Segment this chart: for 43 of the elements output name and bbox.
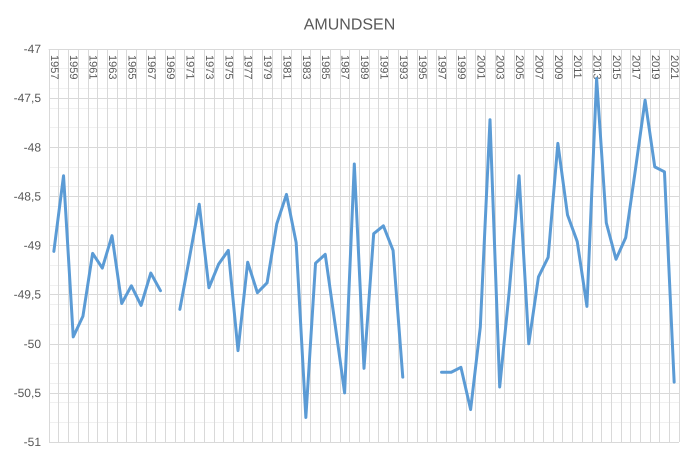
- x-tick-label: 1971: [184, 55, 196, 80]
- y-tick-label: -50,5: [14, 386, 42, 400]
- x-tick-label: 1961: [86, 55, 99, 80]
- x-tick-label: 1989: [358, 55, 370, 80]
- x-tick-label: 2001: [474, 55, 486, 80]
- x-tick-label: 1979: [261, 55, 274, 80]
- x-tick-label: 2011: [571, 55, 584, 79]
- x-tick-label: 1993: [396, 55, 409, 80]
- x-tick-label: 1983: [300, 55, 312, 80]
- x-tick-label: 1981: [280, 55, 292, 80]
- x-tick-label: 1991: [377, 55, 390, 80]
- x-tick-label: 2003: [494, 55, 506, 80]
- y-tick-label: -49: [24, 238, 42, 252]
- y-tick-label: -49,5: [14, 288, 42, 302]
- x-tick-label: 1975: [222, 55, 234, 80]
- y-tick-label: -47: [24, 42, 42, 56]
- x-tick-label: 1967: [144, 55, 157, 80]
- x-tick-label: 1995: [416, 55, 428, 80]
- x-tick-label: 1969: [164, 55, 176, 80]
- x-tick-label: 2019: [648, 55, 661, 80]
- x-tick-label: 2021: [668, 55, 680, 80]
- x-tick-label: 1999: [454, 55, 467, 80]
- y-tick-label: -51: [24, 435, 42, 449]
- x-tick-label: 1985: [319, 55, 332, 80]
- x-tick-label: 1965: [125, 55, 138, 80]
- y-tick-label: -48,5: [14, 189, 42, 204]
- y-tick-label: -47,5: [14, 91, 42, 106]
- y-tick-label: -50: [24, 336, 42, 351]
- x-tick-label: 2013: [590, 55, 603, 80]
- x-tick-label: 1957: [48, 55, 60, 80]
- x-tick-label: 1987: [338, 55, 351, 80]
- y-tick-label: -48: [24, 140, 42, 154]
- x-tick-label: 1977: [242, 55, 254, 80]
- x-tick-label: 1963: [106, 55, 118, 80]
- x-tick-label: 2007: [532, 55, 544, 80]
- x-tick-label: 1997: [436, 55, 448, 80]
- x-tick-label: 1973: [202, 55, 215, 80]
- x-tick-label: 2005: [513, 55, 526, 80]
- x-tick-label: 2017: [629, 55, 642, 80]
- x-tick-label: 2009: [552, 55, 564, 80]
- x-tick-label: 2015: [610, 55, 622, 80]
- chart-title: AMUNDSEN: [304, 16, 396, 34]
- x-tick-label: 1959: [67, 55, 80, 80]
